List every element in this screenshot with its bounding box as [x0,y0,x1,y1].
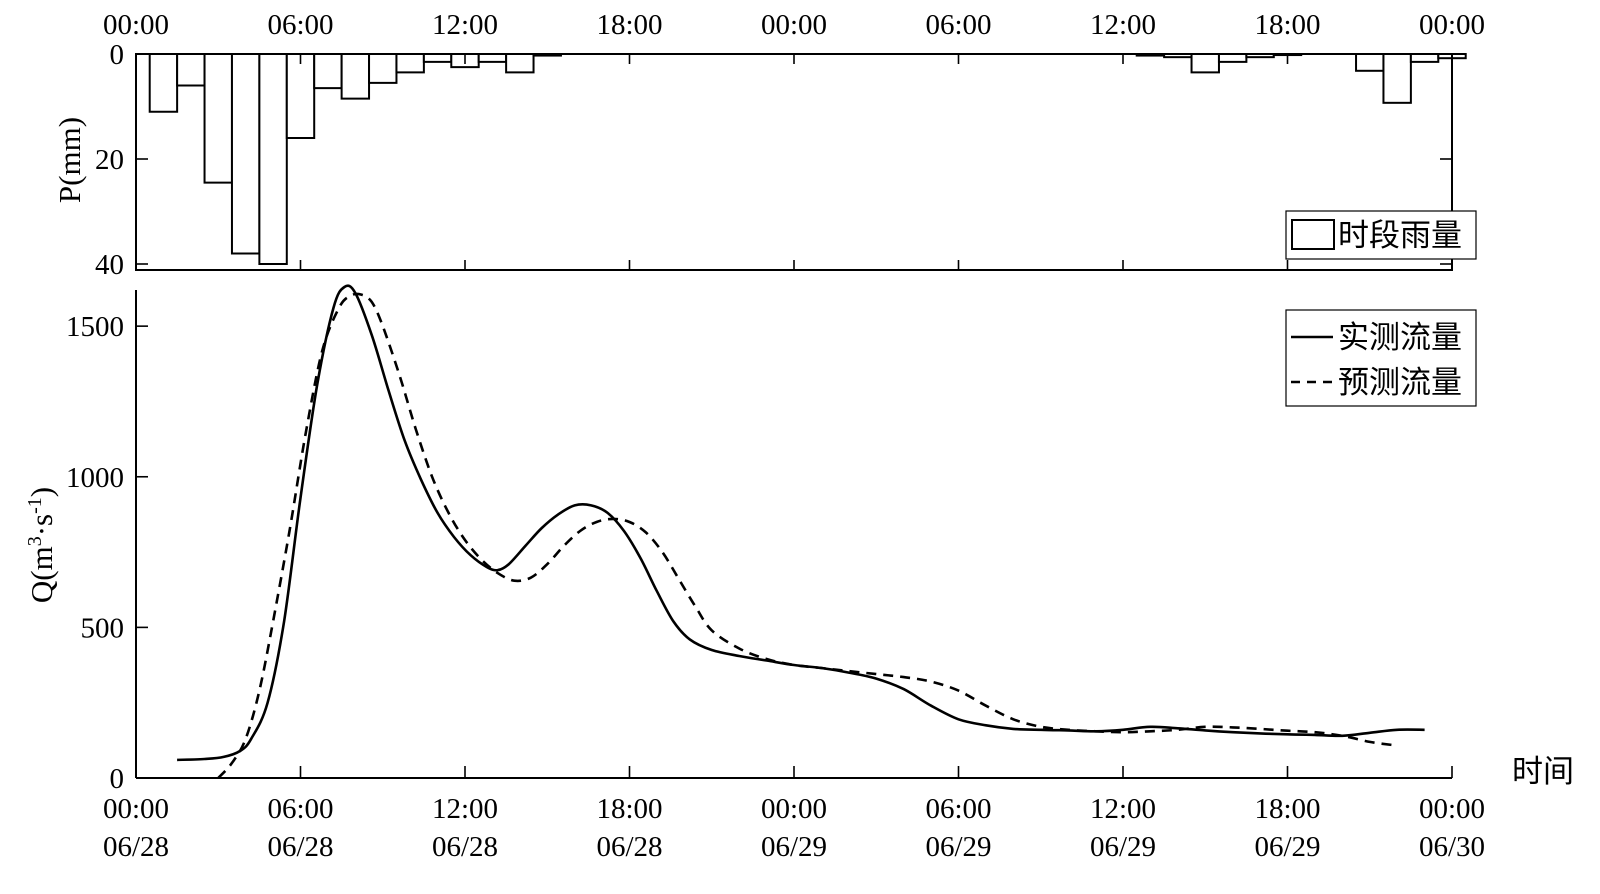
rainfall-legend-label: 时段雨量 [1338,218,1462,254]
rain-y-tick-label: 0 [110,39,125,71]
rain-x-tick-label: 00:00 [103,9,169,41]
discharge-axes [135,290,1452,779]
rainfall-bars [148,53,1467,265]
discharge-x-tick-time: 00:00 [103,793,169,825]
discharge-x-ticks: 00:00 06/28 06:00 06/28 12:00 06/28 18:00 06/28… [103,766,1485,863]
discharge-x-tick-time: 12:00 [432,793,498,825]
rain-bar [395,53,425,74]
discharge-y-axis-label: Q(m3·s-1) [24,487,59,603]
rain-bar [203,53,233,184]
discharge-x-tick-date: 06/28 [103,831,169,863]
observed-discharge-line [177,284,1425,762]
rainfall-y-axis-label: P(mm) [52,117,87,203]
discharge-x-tick-time: 12:00 [1090,793,1156,825]
rain-bar [258,53,288,265]
discharge-x-tick-time: 18:00 [596,793,662,825]
discharge-y-ticks: 0 500 1000 1500 [66,311,148,795]
rain-y-tick-label: 20 [95,144,124,176]
discharge-x-tick-date: 06/29 [761,831,827,863]
discharge-panel: 00:00 06/28 06:00 06/28 12:00 06/28 18:00 06/28… [24,284,1574,863]
rain-bar [313,53,343,90]
rain-x-tick-label: 12:00 [1090,9,1156,41]
discharge-x-tick-date: 06/28 [267,831,333,863]
discharge-legend-box [1285,309,1477,407]
discharge-x-tick-time: 18:00 [1254,793,1320,825]
rain-bar [1217,53,1248,63]
rain-bar [176,53,206,87]
rain-x-tick-label: 06:00 [267,9,333,41]
discharge-x-tick-date: 06/29 [1090,831,1156,863]
rain-x-tick-label: 12:00 [432,9,498,41]
rain-bar [340,53,371,100]
discharge-y-tick-label: 1000 [66,462,124,494]
rain-y-tick-label: 40 [95,249,124,281]
rain-bar [1190,53,1220,74]
rainfall-panel: 00:00 06:00 12:00 18:00 00:00 06:00 12:00 18:00… [52,9,1485,281]
discharge-x-tick-date: 06/28 [432,831,498,863]
rain-bar [422,53,453,63]
rain-bar [1382,53,1412,104]
discharge-y-tick-label: 500 [81,612,125,644]
discharge-x-tick-date: 06/29 [1254,831,1320,863]
rainfall-top-tick-marks [135,54,1453,270]
rain-bar [1409,53,1440,63]
discharge-x-tick-time: 00:00 [1419,793,1485,825]
rain-x-tick-label: 00:00 [761,9,827,41]
discharge-x-axis-label: 时间 [1512,754,1574,790]
rain-bar [148,53,179,113]
legend-forecast-label: 预测流量 [1338,365,1462,401]
rain-bar [477,53,508,63]
rain-bar [368,53,398,84]
forecast-discharge-line [217,292,1392,779]
discharge-x-tick-time: 06:00 [925,793,991,825]
discharge-y-tick-label: 0 [110,763,125,795]
discharge-x-tick-date: 06/29 [925,831,991,863]
rainfall-legend-swatch [1291,219,1335,250]
discharge-x-tick-time: 06:00 [267,793,333,825]
rain-bar [285,53,316,139]
discharge-x-tick-time: 00:00 [761,793,827,825]
rain-x-tick-label: 18:00 [596,9,662,41]
legend-observed-label: 实测流量 [1338,320,1462,356]
discharge-legend: 实测流量 预测流量 [1285,309,1477,407]
rainfall-y-ticks: 0 20 40 [95,39,1452,281]
discharge-x-tick-date: 06/28 [596,831,662,863]
rain-x-tick-label: 06:00 [925,9,991,41]
rainfall-legend: 时段雨量 [1285,210,1477,260]
rain-x-tick-label: 00:00 [1419,9,1485,41]
discharge-x-tick-date: 06/30 [1419,831,1485,863]
rain-bar [1355,53,1385,72]
discharge-lines [177,284,1425,779]
discharge-y-tick-label: 1500 [66,311,124,343]
rain-bar [230,53,261,255]
rain-bar [505,53,535,74]
rainfall-top-tick-labels: 00:00 06:00 12:00 18:00 00:00 06:00 12:00 18:00… [103,9,1485,41]
rain-x-tick-label: 18:00 [1254,9,1320,41]
